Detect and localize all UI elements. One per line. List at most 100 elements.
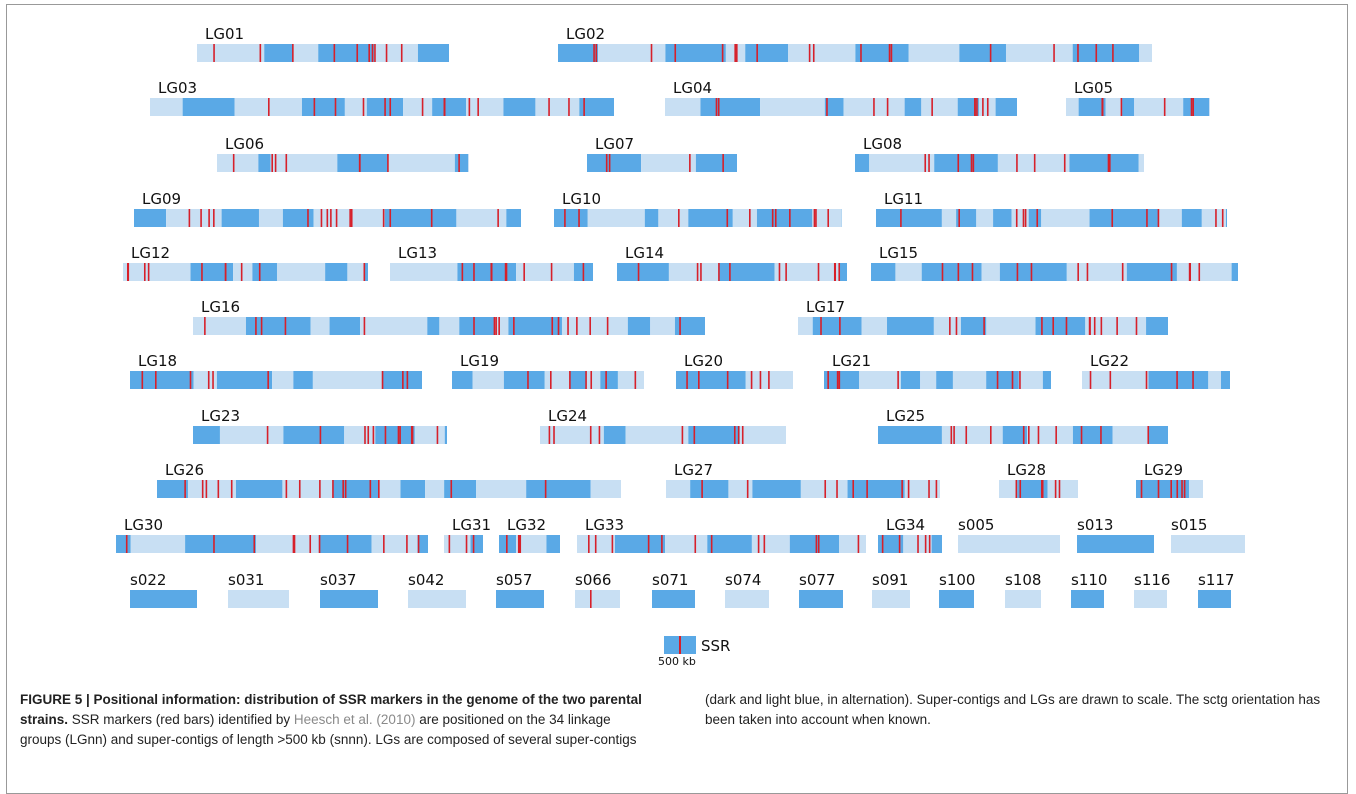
super-contig xyxy=(318,44,374,62)
super-contig xyxy=(220,426,283,444)
caption-link[interactable]: Heesch et al. (2010) xyxy=(294,712,416,727)
super-contig xyxy=(374,44,418,62)
ssr-marker xyxy=(839,371,841,389)
super-contig xyxy=(495,317,508,335)
ssr-marker xyxy=(553,426,555,444)
ssr-marker xyxy=(679,317,681,335)
ssr-marker xyxy=(568,98,570,116)
super-contig xyxy=(700,98,760,116)
ssr-marker xyxy=(718,263,720,281)
super-contig xyxy=(320,590,378,608)
ssr-marker xyxy=(1164,98,1166,116)
group-label: s066 xyxy=(575,571,611,589)
ssr-marker xyxy=(505,263,507,281)
super-contig xyxy=(665,535,707,553)
super-contig xyxy=(658,209,688,227)
ssr-marker xyxy=(775,209,777,227)
ssr-marker xyxy=(319,480,321,498)
super-contig xyxy=(799,590,843,608)
super-contig xyxy=(277,263,325,281)
super-contig xyxy=(876,209,942,227)
ssr-marker xyxy=(418,535,420,553)
ssr-marker xyxy=(422,98,424,116)
ssr-marker xyxy=(336,209,338,227)
super-contig xyxy=(526,480,590,498)
super-contig xyxy=(1171,535,1245,553)
super-contig xyxy=(319,535,372,553)
super-contig xyxy=(558,44,598,62)
ssr-marker xyxy=(260,44,262,62)
ssr-marker xyxy=(399,426,401,444)
ssr-marker xyxy=(826,98,828,116)
ssr-marker xyxy=(550,371,552,389)
super-contig xyxy=(728,480,752,498)
super-contig xyxy=(932,535,942,553)
super-contig xyxy=(1019,371,1043,389)
ssr-marker xyxy=(983,317,985,335)
super-contig xyxy=(591,480,621,498)
super-contig xyxy=(665,98,700,116)
ssr-marker xyxy=(768,371,770,389)
super-contig xyxy=(408,590,466,608)
super-contig xyxy=(344,426,375,444)
ssr-marker xyxy=(126,535,128,553)
ssr-marker xyxy=(971,154,973,172)
ssr-marker xyxy=(1038,426,1040,444)
ssr-marker xyxy=(678,209,680,227)
super-contig xyxy=(1148,426,1168,444)
super-contig xyxy=(562,317,628,335)
super-contig xyxy=(688,426,740,444)
ssr-marker xyxy=(1116,317,1118,335)
super-contig xyxy=(936,371,953,389)
ssr-marker xyxy=(718,98,720,116)
caption: FIGURE 5 | Positional information: distr… xyxy=(20,690,1340,750)
super-contig xyxy=(824,371,859,389)
ssr-marker xyxy=(583,98,585,116)
ssr-marker xyxy=(373,426,375,444)
super-contig xyxy=(432,98,466,116)
ssr-marker xyxy=(458,154,460,172)
ssr-marker xyxy=(827,209,829,227)
ssr-marker xyxy=(407,371,409,389)
super-contig xyxy=(996,98,1017,116)
super-contig xyxy=(690,480,728,498)
ssr-marker xyxy=(595,535,597,553)
super-contig xyxy=(1005,590,1041,608)
ssr-marker xyxy=(925,535,927,553)
ssr-marker xyxy=(700,263,702,281)
ssr-marker xyxy=(1090,371,1092,389)
super-contig xyxy=(586,371,601,389)
ssr-marker xyxy=(201,263,203,281)
super-contig xyxy=(236,480,282,498)
ssr-marker xyxy=(364,263,366,281)
super-contig xyxy=(506,209,521,227)
ssr-marker xyxy=(589,317,591,335)
super-contig xyxy=(872,590,910,608)
super-contig xyxy=(998,154,1070,172)
group-label: LG17 xyxy=(806,298,845,316)
ssr-marker xyxy=(495,317,497,335)
super-contig xyxy=(1077,535,1154,553)
ssr-marker xyxy=(309,535,311,553)
super-contig xyxy=(617,263,669,281)
super-contig xyxy=(733,209,757,227)
super-contig xyxy=(745,44,788,62)
ssr-marker xyxy=(349,209,351,227)
ssr-marker xyxy=(398,426,400,444)
ssr-marker xyxy=(1176,480,1178,498)
ssr-marker xyxy=(860,44,862,62)
ssr-marker xyxy=(1031,263,1033,281)
ssr-marker xyxy=(320,426,322,444)
super-contig xyxy=(271,154,338,172)
group-label: LG19 xyxy=(460,352,499,370)
ssr-marker xyxy=(1192,371,1194,389)
super-contig xyxy=(752,535,790,553)
ssr-marker xyxy=(558,317,560,335)
ssr-marker xyxy=(387,154,389,172)
super-contig xyxy=(1000,263,1067,281)
super-contig xyxy=(459,317,495,335)
super-contig xyxy=(452,371,472,389)
ssr-marker xyxy=(1146,209,1148,227)
super-contig xyxy=(468,154,469,172)
super-contig xyxy=(1189,480,1203,498)
